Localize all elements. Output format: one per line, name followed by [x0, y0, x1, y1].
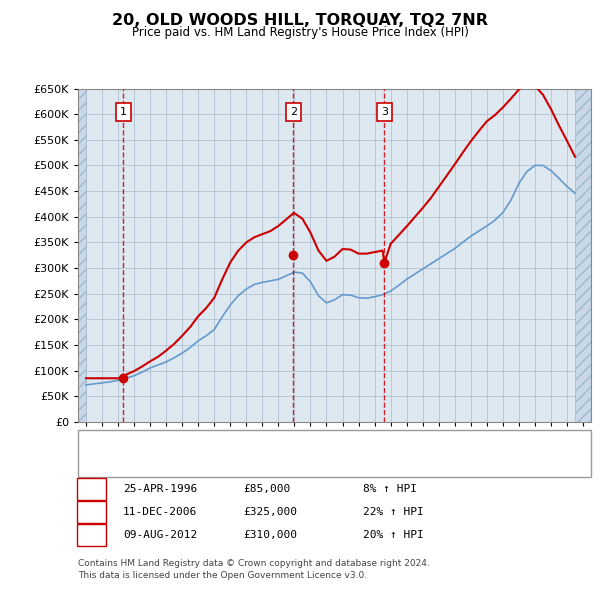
Text: 20% ↑ HPI: 20% ↑ HPI [363, 530, 424, 540]
Text: 2: 2 [290, 107, 297, 117]
Text: 3: 3 [88, 530, 95, 540]
Text: 1: 1 [120, 107, 127, 117]
Text: 20, OLD WOODS HILL, TORQUAY, TQ2 7NR (detached house): 20, OLD WOODS HILL, TORQUAY, TQ2 7NR (de… [132, 437, 463, 447]
Text: £310,000: £310,000 [243, 530, 297, 540]
Text: 20, OLD WOODS HILL, TORQUAY, TQ2 7NR: 20, OLD WOODS HILL, TORQUAY, TQ2 7NR [112, 13, 488, 28]
Bar [575, 88, 591, 422]
Text: 3: 3 [381, 107, 388, 117]
Text: 1: 1 [88, 484, 95, 494]
Text: 25-APR-1996: 25-APR-1996 [123, 484, 197, 494]
Text: Contains HM Land Registry data © Crown copyright and database right 2024.: Contains HM Land Registry data © Crown c… [78, 559, 430, 568]
Text: This data is licensed under the Open Government Licence v3.0.: This data is licensed under the Open Gov… [78, 571, 367, 580]
Text: £325,000: £325,000 [243, 507, 297, 517]
Text: 09-AUG-2012: 09-AUG-2012 [123, 530, 197, 540]
Text: 11-DEC-2006: 11-DEC-2006 [123, 507, 197, 517]
Text: 8% ↑ HPI: 8% ↑ HPI [363, 484, 417, 494]
Text: Price paid vs. HM Land Registry's House Price Index (HPI): Price paid vs. HM Land Registry's House … [131, 26, 469, 39]
Text: 2: 2 [88, 507, 95, 517]
Bar [78, 88, 86, 422]
Text: 22% ↑ HPI: 22% ↑ HPI [363, 507, 424, 517]
Text: £85,000: £85,000 [243, 484, 290, 494]
Text: HPI: Average price, detached house, Torbay: HPI: Average price, detached house, Torb… [132, 459, 395, 469]
